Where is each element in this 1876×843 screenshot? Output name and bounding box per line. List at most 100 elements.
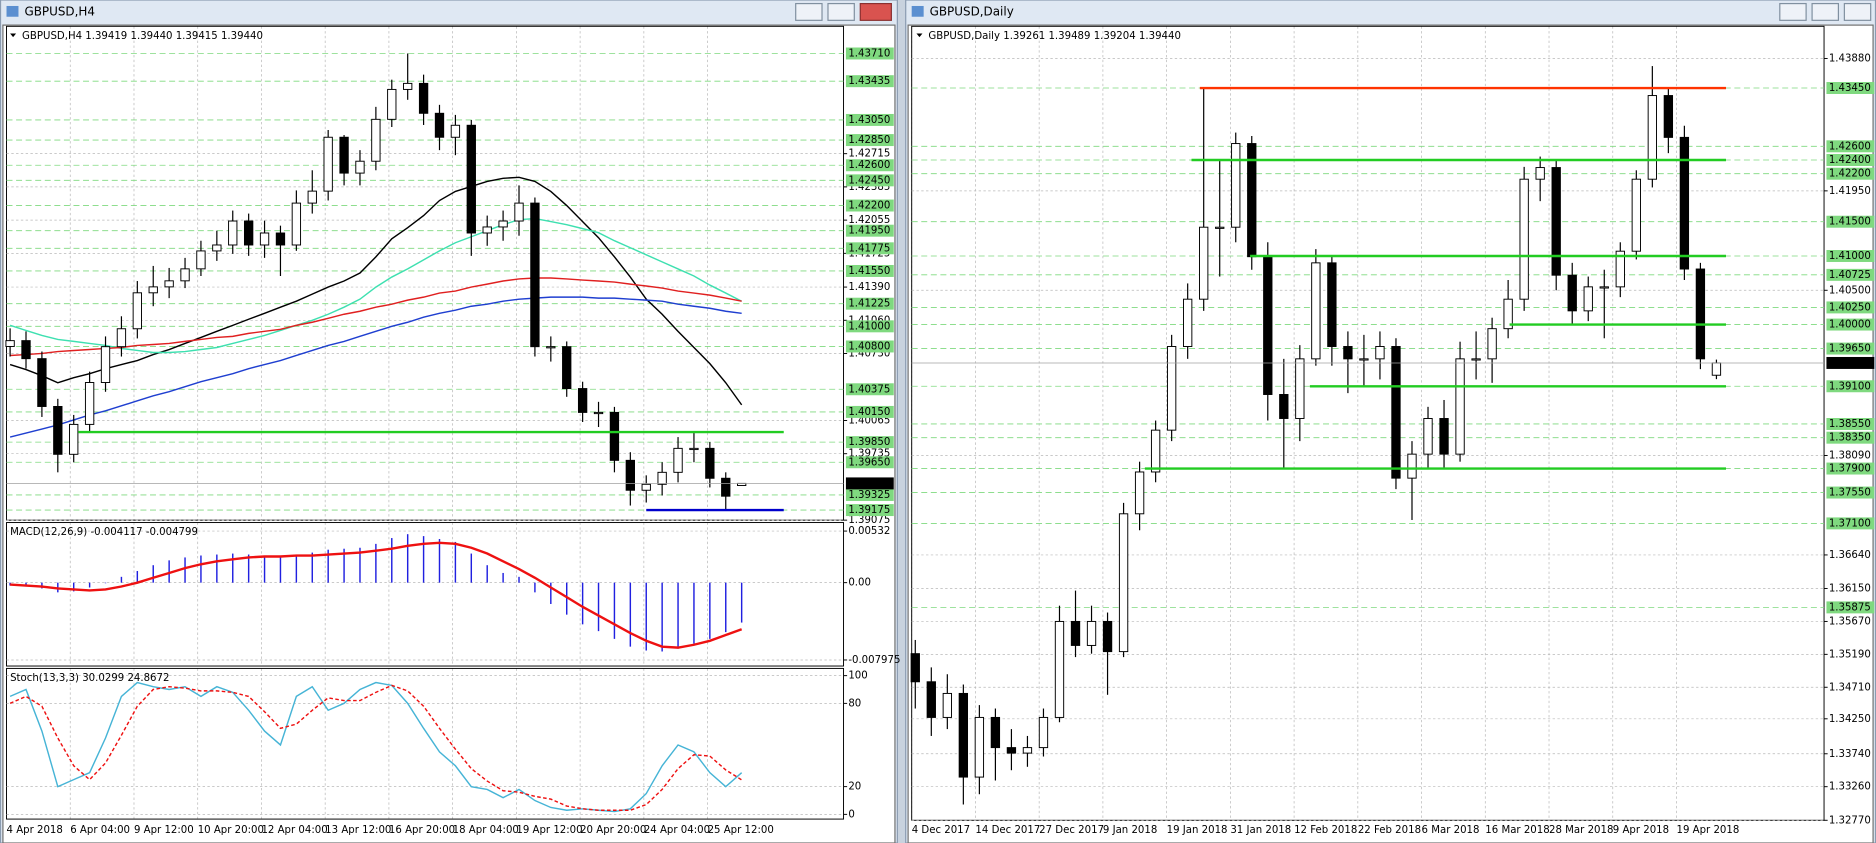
candle-body [196, 250, 206, 270]
x-tick-label: 22 Feb 2018 [1358, 825, 1421, 836]
candle-body [387, 88, 397, 120]
candle-body [942, 692, 952, 718]
macd-bar [359, 547, 361, 583]
stoch-signal [9, 684, 743, 811]
candle-body [1327, 262, 1337, 347]
macd-bar [216, 554, 218, 583]
macd-bar [184, 557, 186, 583]
chart-label: GBPUSD,H4 1.39419 1.39440 1.39415 1.3944… [22, 31, 263, 42]
candle-body [1471, 358, 1481, 361]
minimize-button[interactable] [1779, 2, 1807, 21]
candle-body [1038, 716, 1049, 749]
candle-body [164, 280, 174, 288]
x-tick-label: 28 Mar 2018 [1549, 825, 1613, 836]
close-button[interactable] [859, 2, 892, 21]
candle-body [641, 483, 651, 491]
price-label: 1.39440 [848, 478, 890, 489]
candle-body [958, 692, 969, 778]
close-button[interactable] [1843, 2, 1872, 21]
level-label-box [845, 75, 894, 88]
level-label-box [1826, 167, 1875, 180]
candle-body [1070, 620, 1081, 646]
y-tick-label: 1.41390 [848, 282, 890, 293]
level-label-box [1826, 154, 1875, 166]
candle-body [1102, 620, 1113, 653]
candle-body [434, 112, 445, 138]
candle-body [1150, 429, 1161, 473]
x-tick-label: 12 Feb 2018 [1294, 825, 1357, 836]
candle-body [371, 118, 381, 162]
price-label: 1.39440 [1829, 358, 1871, 369]
candle-body [498, 220, 508, 228]
candle-body [1134, 471, 1145, 515]
level-label: 1.40725 [1829, 270, 1871, 281]
macd-bar [740, 582, 743, 623]
macd-bar [88, 582, 91, 588]
candle-body [1695, 268, 1706, 360]
macd-bar [613, 582, 616, 639]
macd-bar [72, 582, 75, 592]
y-tick-label: 20 [848, 782, 861, 793]
x-tick-label: 6 Apr 04:00 [70, 825, 130, 836]
y-tick-label: 1.43880 [1829, 54, 1871, 65]
y-tick-label: 1.42055 [848, 215, 890, 226]
window-buttons[interactable] [1779, 2, 1872, 21]
candle-body [1535, 167, 1545, 180]
macd-bar [343, 548, 345, 583]
macd-bar [645, 582, 647, 651]
y-tick-label: 1.40500 [1829, 285, 1871, 296]
y-tick-label: 1.41950 [1829, 186, 1871, 197]
macd-bar [311, 552, 313, 583]
candle-body [990, 716, 1001, 749]
minimize-button[interactable] [795, 2, 823, 21]
level-label: 1.39100 [1829, 381, 1871, 392]
x-tick-label: 9 Jan 2018 [1103, 825, 1157, 836]
y-tick-label: 1.39735 [848, 449, 890, 460]
candle-body [1006, 747, 1017, 754]
x-tick-label: 9 Apr 12:00 [134, 825, 194, 836]
x-tick-label: 25 Apr 12:00 [708, 825, 774, 836]
candle-body [355, 160, 365, 174]
macd-bar [470, 553, 473, 583]
level-label-box [1826, 82, 1875, 94]
candle-body [403, 82, 413, 90]
level-label: 1.42450 [848, 175, 890, 186]
candle-body [1359, 358, 1369, 361]
level-label-box [845, 113, 894, 126]
candle-body [974, 716, 985, 778]
candle-body [1503, 298, 1513, 330]
candle-body [1439, 418, 1449, 455]
maximize-button[interactable] [827, 2, 855, 21]
level-label-box [1826, 431, 1875, 444]
level-label: 1.39850 [848, 437, 890, 448]
price-box [1826, 356, 1875, 369]
y-tick-label: 1.34250 [1829, 714, 1871, 725]
y-tick-label: 0.00532 [848, 526, 890, 537]
x-tick-label: 9 Apr 2018 [1613, 825, 1669, 836]
y-tick-label: 1.38090 [1829, 451, 1871, 462]
window-buttons[interactable] [795, 2, 892, 21]
level-label: 1.41000 [848, 321, 890, 332]
candle-body [1567, 274, 1577, 312]
x-tick-label: 16 Mar 2018 [1485, 825, 1549, 836]
y-tick-label: -0.007975 [848, 655, 900, 666]
level-label: 1.35875 [1829, 602, 1871, 613]
level-label: 1.42850 [848, 135, 890, 146]
macd-bar [104, 582, 107, 584]
candle-body [116, 328, 127, 348]
macd-bar [168, 560, 170, 583]
macd-bar [534, 582, 536, 593]
level-label-box [845, 134, 894, 147]
candle-body [1487, 328, 1497, 360]
candle-body [562, 346, 572, 390]
level-label: 1.41500 [1829, 217, 1871, 228]
level-label: 1.42400 [1829, 155, 1871, 166]
level-label-box [1826, 418, 1875, 430]
candle-body [1631, 178, 1641, 252]
level-label-box [845, 47, 894, 60]
x-tick-label: 20 Apr 20:00 [580, 825, 646, 836]
macd-bar [629, 582, 632, 647]
maximize-button[interactable] [1811, 2, 1839, 21]
x-tick-label: 10 Apr 20:00 [198, 825, 264, 836]
macd-bar [581, 582, 584, 625]
